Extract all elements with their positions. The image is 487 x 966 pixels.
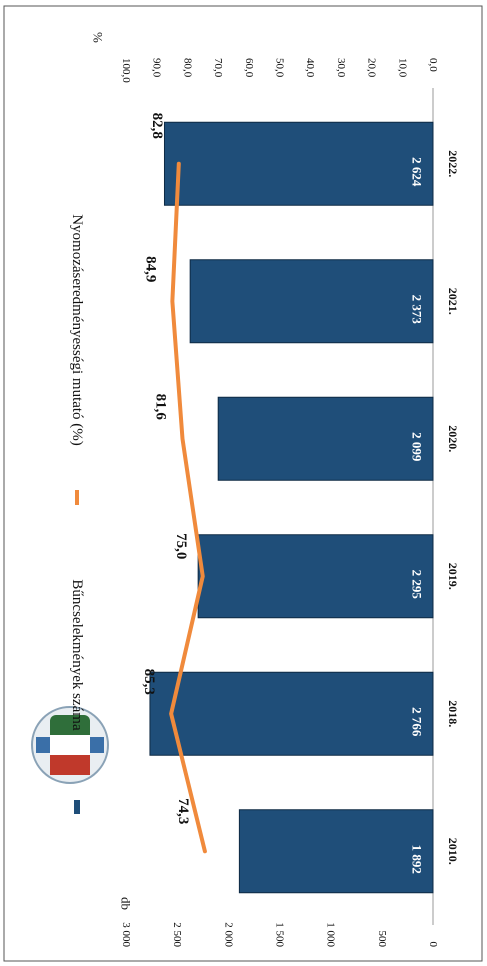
category-label: 2018. <box>446 700 460 727</box>
right-axis-tick-label: 100,0 <box>120 58 132 83</box>
right-axis-tick-label: 0,0 <box>427 58 439 72</box>
right-axis-tick-label: 50,0 <box>274 58 286 78</box>
left-axis-tick-label: 1 500 <box>274 922 286 947</box>
left-axis-tick-label: 2 000 <box>222 922 234 947</box>
category-label: 2022. <box>446 150 460 177</box>
left-axis-tick-label: 0 <box>427 942 439 948</box>
bar-2020 <box>217 396 434 481</box>
legend-label-line: Nyomozáseredményességi mutató (%) <box>69 214 85 446</box>
category-label: 2020. <box>446 425 460 452</box>
right-axis-tick-label: 90,0 <box>151 58 163 78</box>
bar-2019 <box>197 534 434 619</box>
line-value-label: 82,8 <box>149 113 165 139</box>
bar-value-label: 2 373 <box>410 295 425 325</box>
bar-2018 <box>149 671 434 756</box>
right-axis-tick-label: 70,0 <box>212 58 224 78</box>
bar-2010 <box>238 809 434 894</box>
right-axis-tick-label: 20,0 <box>366 58 378 78</box>
legend-swatch-bar <box>74 800 80 814</box>
line-value-label: 81,6 <box>152 394 168 421</box>
bar-value-label: 2 099 <box>410 432 425 462</box>
right-axis-tick-label: 60,0 <box>243 58 255 78</box>
bar-value-label: 2 624 <box>410 157 425 187</box>
line-value-label: 85,3 <box>141 669 157 695</box>
plot-area: 1 892 2010. 2 766 2018. 2 295 2019. 2 099 2020.… <box>69 32 460 948</box>
left-axis-unit-label: db <box>119 897 134 910</box>
category-label: 2021. <box>446 288 460 315</box>
bar-2022 <box>163 121 434 206</box>
line-value-label: 75,0 <box>173 533 189 559</box>
bar-2021 <box>189 259 434 344</box>
bar-value-label: 2 766 <box>410 707 425 737</box>
line-value-label: 74,3 <box>175 798 191 824</box>
bar-value-label: 1 892 <box>410 845 425 874</box>
left-axis-tick-label: 500 <box>376 931 388 948</box>
line-series-path <box>169 161 207 854</box>
police-emblem-logo <box>31 706 109 784</box>
right-axis-tick-label: 10,0 <box>396 58 408 78</box>
line-value-label: 84,9 <box>142 256 158 282</box>
right-axis-tick-label: 80,0 <box>181 58 193 78</box>
bar-value-label: 2 295 <box>410 570 425 600</box>
right-axis-tick-label: 30,0 <box>335 58 347 78</box>
category-label: 2019. <box>446 563 460 590</box>
left-axis-tick-label: 2 500 <box>171 922 183 947</box>
right-axis-unit-label: % <box>91 32 106 43</box>
legend-label-bar: Bűncselekmények száma <box>69 579 85 731</box>
left-axis-tick-label: 1 000 <box>325 922 337 947</box>
left-axis-tick-label: 3 000 <box>120 922 132 947</box>
right-axis-tick-label: 40,0 <box>304 58 316 78</box>
category-label: 2010. <box>446 838 460 865</box>
